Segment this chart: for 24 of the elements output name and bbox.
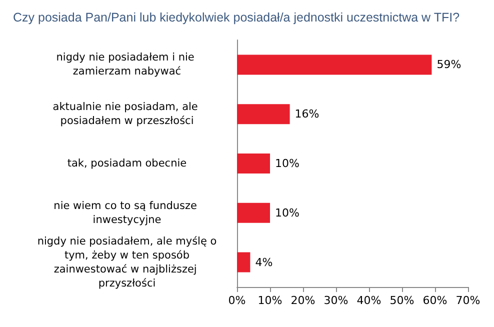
- y-tick-label: nie wiem co to są fundusze inwestycyjne: [54, 200, 200, 226]
- data-label: 10%: [275, 206, 300, 220]
- bar: [237, 154, 270, 174]
- x-tick-label: 10%: [258, 294, 282, 307]
- x-tick-label: 0%: [228, 294, 246, 307]
- y-tick-label: tak, posiadam obecnie: [67, 158, 187, 170]
- x-tick-label: 20%: [290, 294, 316, 307]
- data-label: 59%: [436, 58, 462, 72]
- x-tick-label: 40%: [356, 294, 382, 307]
- bar: [237, 104, 290, 124]
- data-label: 16%: [294, 108, 320, 121]
- x-tick-label: 70%: [456, 294, 480, 307]
- y-tick-label: aktualnie nie posiadam, ale posiadałem w przeszłości: [52, 101, 202, 128]
- data-label: 4%: [255, 256, 273, 269]
- chart-title: Czy posiada Pan/Pani lub kiedykolwiek posiadał/a jednostki uczestnictwa w TFI?: [13, 10, 460, 24]
- bar: [237, 252, 250, 272]
- y-tick-label: nigdy nie posiadałem, ale myślę o tym, żeby w ten sposób zainwestować w najbliższej przyszłości: [37, 235, 217, 290]
- y-tick-label: nigdy nie posiadałem i nie zamierzam nabywać: [56, 52, 198, 78]
- bar: [237, 54, 432, 75]
- x-tick-label: 60%: [422, 294, 448, 307]
- x-tick-label: 30%: [324, 294, 348, 307]
- x-tick-label: 50%: [390, 294, 414, 307]
- data-label: 10%: [275, 157, 300, 170]
- bar: [237, 202, 270, 223]
